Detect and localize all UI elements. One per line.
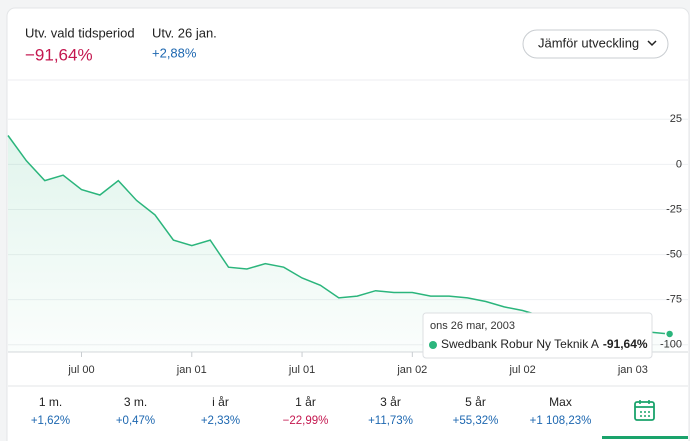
day-value: +2,88% — [152, 45, 197, 60]
day-label: Utv. 26 jan. — [152, 25, 217, 40]
period-label: 3 m. — [124, 395, 147, 409]
period-value: −91,64% — [25, 45, 93, 64]
y-tick-label: -25 — [666, 203, 682, 215]
period-label: 5 år — [465, 395, 486, 409]
tooltip-value: -91,64% — [603, 337, 648, 351]
tooltip-date: ons 26 mar, 2003 — [430, 320, 515, 332]
period-label: Utv. vald tidsperiod — [25, 25, 135, 40]
end-point — [664, 329, 675, 339]
button-text[interactable]: Jämför utveckling — [538, 35, 639, 50]
x-tick-label: jan 02 — [396, 364, 427, 376]
period-change: +2,33% — [201, 415, 240, 427]
tooltip: ons 26 mar, 2003 Swedbank Robur Ny Tekni… — [422, 312, 653, 359]
period-change: +0,47% — [116, 415, 155, 427]
tooltip-series: Swedbank Robur Ny Teknik A — [441, 337, 599, 351]
periods: 1 m. +1,62% 3 m. +0,47% i år +2,33% 1 år −22,99… — [31, 395, 592, 427]
period-change: −22,99% — [283, 415, 329, 427]
compare-button[interactable]: Jämför utveckling — [522, 29, 669, 59]
calendar-button[interactable] — [602, 400, 688, 439]
y-tick-label: -75 — [666, 294, 682, 306]
y-tick-label: 25 — [670, 113, 682, 125]
x-tick-label: jul 02 — [508, 364, 535, 376]
period-label: Max — [549, 395, 572, 409]
period-change: +55,32% — [453, 415, 499, 427]
x-tick-label: jan 01 — [176, 364, 207, 376]
x-tick-label: jan 03 — [617, 364, 648, 376]
calendar-dots — [639, 400, 650, 417]
area — [8, 135, 670, 352]
period-change: +1,62% — [31, 415, 70, 427]
period-label: i år — [212, 395, 229, 409]
x-tick-label: jul 00 — [67, 364, 94, 376]
x-tick-label: jul 01 — [288, 364, 315, 376]
period-label: 1 år — [295, 395, 316, 409]
chevron[interactable] — [647, 40, 657, 47]
y-tick-label: 0 — [676, 158, 682, 170]
button-bg[interactable] — [522, 29, 669, 59]
tooltip-dot — [429, 341, 437, 349]
period-change: +1 108,23% — [530, 415, 592, 427]
selected-indicator — [602, 436, 688, 439]
period-label: 3 år — [380, 395, 401, 409]
calendar-icon[interactable] — [634, 401, 655, 421]
y-tick-label: -50 — [666, 248, 682, 260]
period-label: 1 m. — [39, 395, 62, 409]
period-change: +11,73% — [368, 415, 413, 427]
tooltip-box — [422, 312, 653, 359]
